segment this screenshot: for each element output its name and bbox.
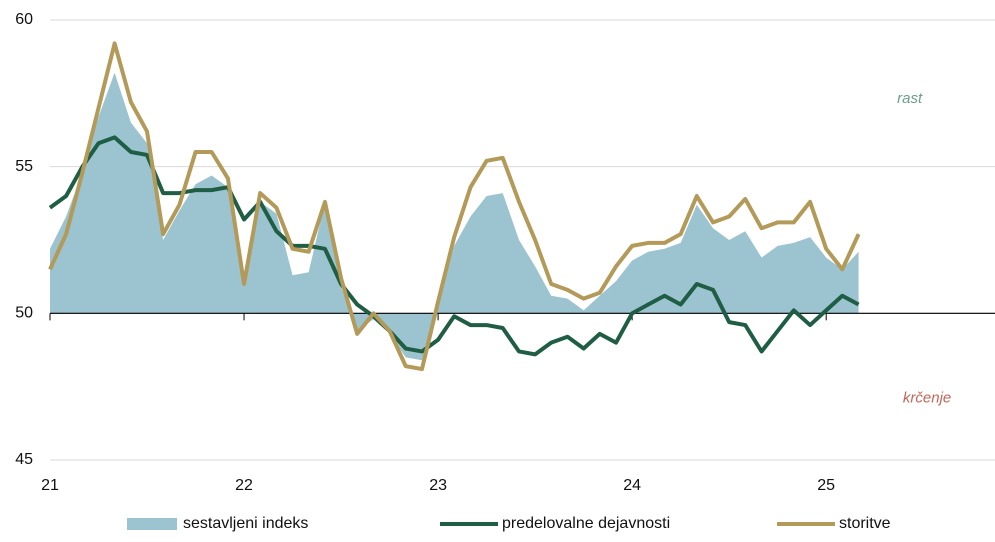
x-tick-label: 21: [41, 477, 59, 494]
legend-label: sestavljeni indeks: [183, 515, 308, 532]
y-tick-label: 45: [15, 451, 33, 468]
y-tick-label: 50: [15, 305, 33, 322]
legend-item: storitve: [777, 515, 891, 532]
x-tick-label: 24: [623, 477, 641, 494]
legend-swatch: [127, 518, 177, 530]
area: [50, 72, 859, 361]
annotation: krčenje: [903, 389, 951, 406]
annotation: rast: [897, 90, 923, 107]
x-tick-label: 23: [429, 477, 447, 494]
y-tick-label: 60: [15, 11, 33, 28]
x-tick-label: 22: [235, 477, 253, 494]
legend-item: predelovalne dejavnosti: [440, 515, 670, 532]
line: [48, 41, 861, 372]
y-tick-label: 55: [15, 158, 33, 175]
legend-item: sestavljeni indeks: [127, 515, 308, 532]
legend-label: predelovalne dejavnosti: [502, 515, 670, 532]
x-tick-label: 25: [817, 477, 835, 494]
legend-label: storitve: [839, 515, 891, 532]
